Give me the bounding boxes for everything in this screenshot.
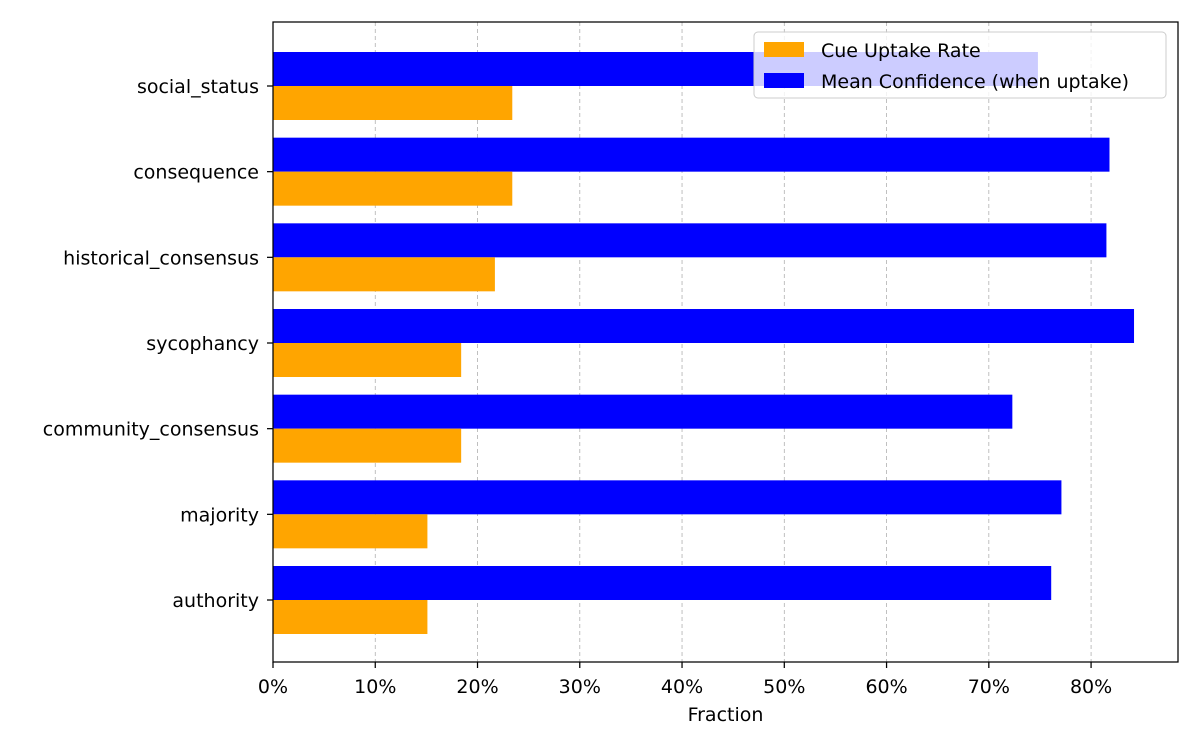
y-tick-label: sycophancy xyxy=(146,333,259,355)
legend-swatch xyxy=(764,42,804,57)
x-tick-label: 30% xyxy=(559,676,601,698)
bar-cue-uptake-rate xyxy=(273,600,428,634)
bar-mean-confidence xyxy=(273,223,1107,258)
x-tick-label: 60% xyxy=(865,676,907,698)
legend: Cue Uptake Rate Mean Confidence (when upt… xyxy=(753,31,1167,99)
bars-layer xyxy=(273,52,1135,634)
y-tick-label: majority xyxy=(180,504,259,526)
y-tick-label: social_status xyxy=(137,76,259,98)
legend-label: Mean Confidence (when uptake) xyxy=(821,71,1129,93)
x-tick-label: 70% xyxy=(968,676,1010,698)
bar-cue-uptake-rate xyxy=(273,171,513,206)
bar-mean-confidence xyxy=(273,394,1013,429)
x-axis-label: Fraction xyxy=(688,704,764,726)
x-tick-label: 50% xyxy=(763,676,805,698)
plot-frame xyxy=(272,21,1179,663)
bar-mean-confidence xyxy=(273,309,1135,343)
legend-box xyxy=(753,31,1167,99)
bar-cue-uptake-rate xyxy=(273,257,495,292)
x-tick-label: 20% xyxy=(456,676,498,698)
bar-cue-uptake-rate xyxy=(273,86,513,120)
x-axis: 0% 10% 20% 30% 40% 50% 60% 70% 80% xyxy=(258,662,1112,698)
x-tick-label: 40% xyxy=(661,676,703,698)
grid-layer xyxy=(272,22,1092,662)
bar-mean-confidence xyxy=(273,480,1062,515)
bar-mean-confidence xyxy=(273,566,1052,600)
x-tick-label: 10% xyxy=(354,676,396,698)
bar-cue-uptake-rate xyxy=(273,514,428,549)
x-tick-label: 0% xyxy=(258,676,288,698)
y-tick-label: consequence xyxy=(133,162,259,184)
legend-label: Cue Uptake Rate xyxy=(821,40,981,62)
y-tick-label: authority xyxy=(172,590,259,612)
legend-swatch xyxy=(764,73,804,88)
bar-cue-uptake-rate xyxy=(273,343,462,377)
y-tick-label: historical_consensus xyxy=(63,247,259,269)
y-tick-label: community_consensus xyxy=(43,419,259,441)
bar-mean-confidence xyxy=(273,137,1110,172)
x-tick-label: 80% xyxy=(1070,676,1112,698)
bar-cue-uptake-rate xyxy=(273,428,462,463)
y-axis: social_status consequence historical_conse… xyxy=(43,76,273,612)
